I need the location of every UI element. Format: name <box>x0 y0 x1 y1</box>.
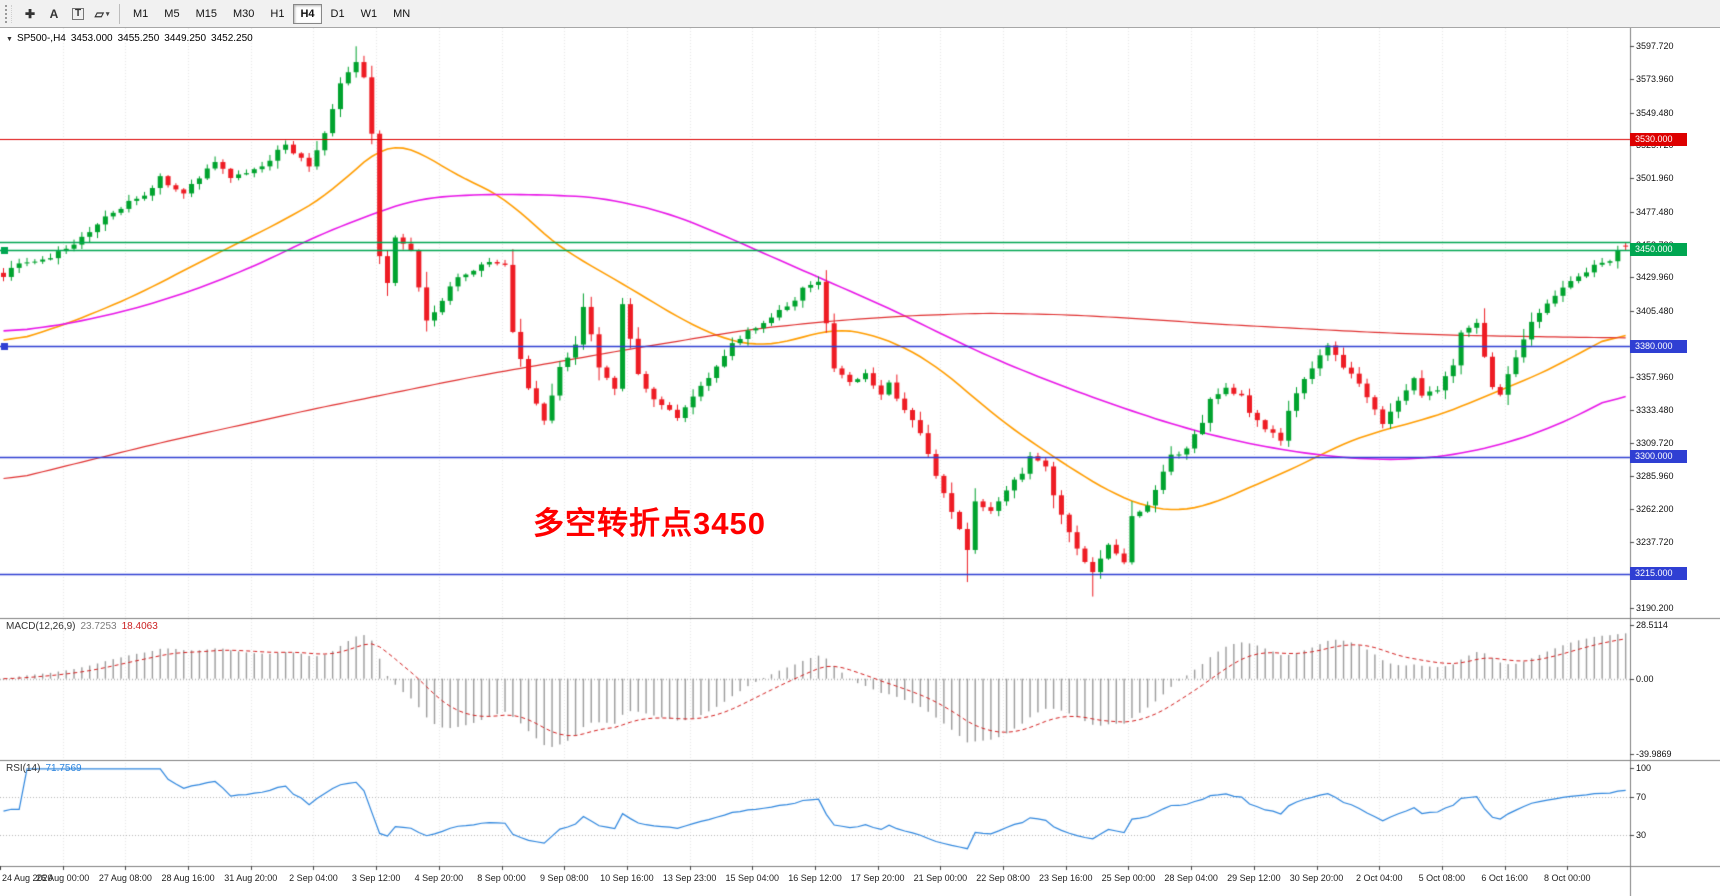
chart-title: ▼ SP500-,H4 3453.000 3455.250 3449.250 3452.2… <box>6 33 258 44</box>
rsi-tick-label: 100 <box>1636 763 1652 773</box>
time-axis-label: 9 Sep 08:00 <box>539 873 589 883</box>
toolbar-separator <box>119 3 120 24</box>
price-line-badge: 3450.000 <box>1630 243 1687 257</box>
price-tick-label: 3405.480 <box>1636 306 1674 317</box>
time-axis-label: 4 Sep 20:00 <box>414 873 464 883</box>
time-axis-label: 29 Sep 12:00 <box>1227 873 1281 883</box>
time-axis-label: 10 Sep 16:00 <box>600 873 654 883</box>
text-icon: T <box>71 7 85 20</box>
symbol-period-label: SP500-,H4 <box>16 33 66 44</box>
chart-canvas[interactable] <box>0 28 1720 896</box>
timeframe-button-M30[interactable]: M30 <box>226 4 261 24</box>
macd-tick-label: 28.5114 <box>1636 620 1668 630</box>
timeframe-button-M15[interactable]: M15 <box>189 4 224 24</box>
price-tick-label: 3237.720 <box>1636 537 1674 548</box>
price-tick-label: 3477.480 <box>1636 206 1674 217</box>
time-axis-label: 21 Sep 00:00 <box>913 873 968 883</box>
price-tick-label: 3262.200 <box>1636 503 1674 514</box>
rsi-value: 71.7569 <box>45 763 82 774</box>
time-axis-label: 15 Sep 04:00 <box>725 873 780 883</box>
timeframe-button-MN[interactable]: MN <box>386 4 417 24</box>
macd-value-signal: 18.4063 <box>121 621 158 632</box>
shapes-icon: ▱ <box>94 6 104 21</box>
timeframe-button-W1[interactable]: W1 <box>354 4 385 24</box>
time-axis-label: 17 Sep 20:00 <box>850 873 905 883</box>
toolbar-grip[interactable] <box>5 4 12 23</box>
collapse-icon[interactable]: ▼ <box>6 36 13 43</box>
crosshair-tool-button[interactable]: ✚ <box>18 3 42 25</box>
timeframe-button-H4[interactable]: H4 <box>293 3 322 24</box>
time-axis-label: 28 Aug 16:00 <box>161 873 215 883</box>
time-axis-label: 3 Sep 12:00 <box>351 873 401 883</box>
macd-tick-label: -39.9869 <box>1636 749 1672 759</box>
timeframe-button-M5[interactable]: M5 <box>157 4 186 24</box>
ohlc-open: 3453.000 <box>70 33 113 44</box>
macd-tick-label: 0.00 <box>1636 673 1654 684</box>
time-axis-label: 24 Aug 2020 <box>2 873 53 883</box>
price-line-badge: 3380.000 <box>1630 339 1687 353</box>
price-tick-label: 3597.720 <box>1636 41 1674 51</box>
macd-name: MACD(12,26,9) <box>6 621 76 632</box>
rsi-tick-label: 30 <box>1636 830 1647 841</box>
time-axis-label: 8 Oct 00:00 <box>1544 873 1591 883</box>
time-axis-label: 23 Sep 16:00 <box>1038 873 1093 883</box>
price-tick-label: 3549.480 <box>1636 107 1674 118</box>
time-axis-label: 16 Sep 12:00 <box>788 873 842 883</box>
price-tick-label: 3309.720 <box>1636 438 1674 449</box>
time-axis-label: 28 Sep 04:00 <box>1164 873 1218 883</box>
time-axis-label: 8 Sep 00:00 <box>477 873 526 883</box>
price-tick-label: 3190.200 <box>1636 603 1674 613</box>
time-axis-label: 6 Oct 16:00 <box>1481 873 1528 883</box>
time-axis-label: 31 Aug 20:00 <box>224 873 278 883</box>
price-line-badge: 3300.000 <box>1630 450 1687 464</box>
timeframe-button-D1[interactable]: D1 <box>324 4 352 24</box>
price-tick-label: 3501.960 <box>1636 173 1674 184</box>
rsi-name: RSI(14) <box>6 763 41 774</box>
shapes-tool-button[interactable]: ▱ ▾ <box>90 3 114 25</box>
price-tick-label: 3573.960 <box>1636 73 1674 84</box>
price-tick-label: 3429.960 <box>1636 272 1674 283</box>
price-line-badge: 3215.000 <box>1630 567 1687 581</box>
time-axis-label: 25 Sep 00:00 <box>1101 873 1156 883</box>
time-axis-label: 26 Aug 00:00 <box>36 873 90 883</box>
text-label-icon: A <box>49 6 59 21</box>
time-axis-label: 30 Sep 20:00 <box>1289 873 1344 883</box>
ohlc-close: 3452.250 <box>211 33 253 44</box>
ohlc-low: 3449.250 <box>164 33 207 44</box>
ohlc-high: 3455.250 <box>117 33 160 44</box>
crosshair-icon: ✚ <box>24 6 36 21</box>
time-axis-label: 22 Sep 08:00 <box>976 873 1030 883</box>
price-tick-label: 3285.960 <box>1636 470 1674 481</box>
caret-down-icon: ▾ <box>105 10 110 18</box>
toolbar-tools: ✚ A T ▱ ▾ <box>18 3 114 25</box>
timeframe-button-H1[interactable]: H1 <box>263 4 291 24</box>
time-axis-label: 5 Oct 08:00 <box>1418 873 1466 883</box>
price-tick-label: 3357.960 <box>1636 371 1674 382</box>
time-axis-label: 27 Aug 08:00 <box>98 873 152 883</box>
text-label-tool-button[interactable]: A <box>42 3 66 25</box>
rsi-panel-label: RSI(14) 71.7569 <box>6 763 87 774</box>
time-axis-label: 2 Sep 04:00 <box>289 873 338 883</box>
price-line-badge: 3530.000 <box>1630 132 1687 146</box>
timeframe-group: M1 M5 M15 M30 H1 H4 D1 W1 MN <box>125 3 418 24</box>
time-axis-label: 2 Oct 04:00 <box>1355 873 1403 883</box>
macd-panel-label: MACD(12,26,9) 23.7253 18.4063 <box>6 621 163 632</box>
timeframe-button-M1[interactable]: M1 <box>126 4 155 24</box>
annotation-text[interactable]: 多空转折点3450 <box>533 506 766 541</box>
rsi-tick-label: 70 <box>1636 791 1647 802</box>
main-toolbar: ✚ A T ▱ ▾ M1 M5 M15 M30 H1 H4 D1 W1 MN <box>0 0 1720 28</box>
macd-value-main: 23.7253 <box>80 621 117 632</box>
time-axis-label: 13 Sep 23:00 <box>662 873 717 883</box>
price-tick-label: 3333.480 <box>1636 405 1674 416</box>
text-tool-button[interactable]: T <box>66 3 90 25</box>
